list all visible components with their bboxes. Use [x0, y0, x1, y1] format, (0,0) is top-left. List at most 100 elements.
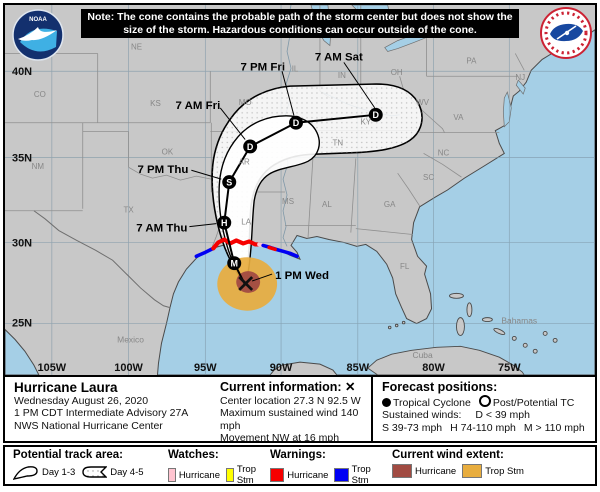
- current-center-x-icon: [238, 276, 254, 291]
- noaa-logo: NOAA: [12, 9, 64, 61]
- hurricane-extent-label: Hurricane: [415, 465, 457, 477]
- lat-labels: 40N 35N 30N 25N: [12, 66, 32, 329]
- post-potential-circle-icon: [478, 395, 491, 407]
- svg-text:100W: 100W: [114, 362, 143, 374]
- svg-text:85W: 85W: [347, 362, 370, 374]
- label-7am-fri: 7 AM Fri: [176, 100, 221, 112]
- sustained-winds-line: Sustained winds: D < 39 mph: [382, 409, 595, 421]
- svg-text:GA: GA: [384, 200, 396, 209]
- wind-h-label: H 74-110 mph: [450, 421, 516, 434]
- hurricane-track-map: D D D S H M 40N 35N 30N 25N 105W: [5, 5, 595, 375]
- forecast-positions-heading: Forecast positions:: [382, 380, 498, 394]
- advisory-number: 1 PM CDT Intermediate Advisory 27A: [14, 407, 189, 420]
- day1-3-cone-icon: [13, 466, 38, 480]
- svg-text:TX: TX: [123, 206, 134, 215]
- forecast-point-markers: D D D S H M: [217, 107, 383, 271]
- label-7pm-fri: 7 PM Fri: [241, 61, 286, 73]
- hurricane-watch-swatch: [168, 468, 176, 482]
- nws-logo-icon: [540, 7, 592, 59]
- svg-text:80W: 80W: [422, 362, 445, 374]
- hurricane-watch-label: Hurricane: [178, 469, 220, 481]
- svg-text:SC: SC: [423, 173, 434, 182]
- sustained-winds-label: Sustained winds:: [382, 409, 462, 422]
- svg-text:AR: AR: [239, 157, 250, 166]
- hurricane-extent-swatch: [392, 464, 412, 478]
- svg-text:MS: MS: [282, 197, 294, 206]
- tropstorm-warning-label: Trop Stm: [351, 464, 371, 486]
- issuing-agency: NWS National Hurricane Center: [14, 419, 163, 432]
- svg-text:Mexico: Mexico: [117, 334, 144, 344]
- svg-text:NC: NC: [438, 148, 450, 157]
- marker-7am-fri: D: [247, 142, 254, 152]
- marker-7pm-fri: D: [293, 118, 300, 128]
- svg-text:95W: 95W: [194, 362, 217, 374]
- nws-logo: [540, 7, 592, 59]
- storm-name: Hurricane Laura: [14, 380, 118, 395]
- marker-current-intensity: M: [230, 259, 237, 269]
- label-7am-sat: 7 AM Sat: [315, 51, 363, 63]
- tropstorm-warning-swatch: [334, 468, 349, 482]
- current-information: Current information: ✕ Center location 2…: [211, 377, 371, 444]
- tropstorm-extent-swatch: [462, 464, 483, 478]
- day1-3-label: Day 1-3: [42, 466, 76, 478]
- day4-5-cone-icon: [82, 466, 108, 478]
- hurricane-warning-east-segment: [267, 245, 277, 252]
- nhc-forecast-graphic: D D D S H M 40N 35N 30N 25N 105W: [3, 3, 597, 486]
- forecast-positions: Forecast positions: Tropical Cyclone Post…: [371, 377, 595, 441]
- coastal-alerts: [194, 237, 299, 259]
- hurricane-warning-label: Hurricane: [287, 469, 329, 481]
- svg-text:TN: TN: [333, 139, 344, 148]
- tropstorm-extent-label: Trop Stm: [485, 465, 524, 477]
- label-7am-thu: 7 AM Thu: [136, 223, 187, 235]
- post-potential-label: Post/Potential TC: [492, 397, 575, 409]
- legend-track-area: Potential track area: Day 1-3 Day 4-5: [5, 448, 160, 484]
- wind-s-label: S 39-73 mph: [382, 421, 443, 434]
- svg-text:105W: 105W: [38, 362, 67, 374]
- tropical-cyclone-dot-icon: [382, 398, 391, 407]
- state-labels: CO NM KS OK TX NE MO IL IN OH PA WV VA N…: [32, 43, 525, 272]
- current-info-heading: Current information: ✕: [220, 380, 356, 394]
- map-area: D D D S H M 40N 35N 30N 25N 105W: [3, 3, 597, 377]
- svg-text:KY: KY: [360, 118, 371, 127]
- tropstorm-warning-west: [194, 246, 216, 259]
- position-symbols-line: Tropical Cyclone Post/Potential TC: [382, 395, 595, 409]
- svg-text:IL: IL: [292, 64, 299, 73]
- day4-5-label: Day 4-5: [110, 466, 144, 478]
- wind-categories-line: S 39-73 mph H 74-110 mph M > 110 mph: [382, 422, 595, 434]
- place-labels: Mexico Cuba Bahamas: [117, 316, 537, 361]
- svg-text:CO: CO: [34, 90, 46, 99]
- svg-text:30N: 30N: [12, 237, 32, 249]
- svg-text:40N: 40N: [12, 66, 32, 78]
- watches-heading: Watches:: [168, 449, 219, 461]
- svg-text:Bahamas: Bahamas: [501, 316, 537, 326]
- noaa-logo-icon: NOAA: [12, 9, 64, 61]
- wind-d-label: D < 39 mph: [475, 409, 530, 422]
- svg-text:OK: OK: [162, 147, 174, 156]
- svg-text:WV: WV: [416, 98, 430, 107]
- legend-bar: Potential track area: Day 1-3 Day 4-5 Wa…: [3, 445, 597, 486]
- label-1pm-wed: 1 PM Wed: [275, 270, 329, 282]
- svg-text:MO: MO: [239, 98, 252, 107]
- svg-text:25N: 25N: [12, 318, 32, 330]
- svg-text:PA: PA: [466, 56, 477, 65]
- wind-m-label: M > 110 mph: [523, 421, 585, 434]
- svg-text:VA: VA: [453, 113, 464, 122]
- info-bar: Hurricane Laura Wednesday August 26, 202…: [3, 377, 597, 444]
- svg-text:NE: NE: [131, 43, 142, 52]
- svg-text:IN: IN: [338, 71, 346, 80]
- note-text: Note: The cone contains the probable pat…: [87, 11, 513, 36]
- x-marker-icon: ✕: [345, 380, 356, 394]
- svg-text:75W: 75W: [498, 362, 521, 374]
- svg-text:NM: NM: [32, 162, 44, 171]
- islands: [367, 292, 558, 375]
- legend-wind-extent: Current wind extent: Hurricane Trop Stm: [384, 448, 595, 484]
- time-labels: 7 AM Sat 7 PM Fri 7 AM Fri 7 PM Thu 7 AM…: [136, 51, 363, 282]
- svg-text:Cuba: Cuba: [412, 350, 433, 360]
- tropstorm-watch-swatch: [226, 468, 234, 482]
- marker-7am-sat: D: [373, 110, 380, 120]
- storm-summary: Hurricane Laura Wednesday August 26, 202…: [5, 377, 211, 441]
- note-banner: Note: The cone contains the probable pat…: [81, 9, 519, 38]
- svg-text:90W: 90W: [270, 362, 293, 374]
- svg-text:NJ: NJ: [515, 73, 525, 82]
- marker-7pm-thu: S: [226, 177, 232, 187]
